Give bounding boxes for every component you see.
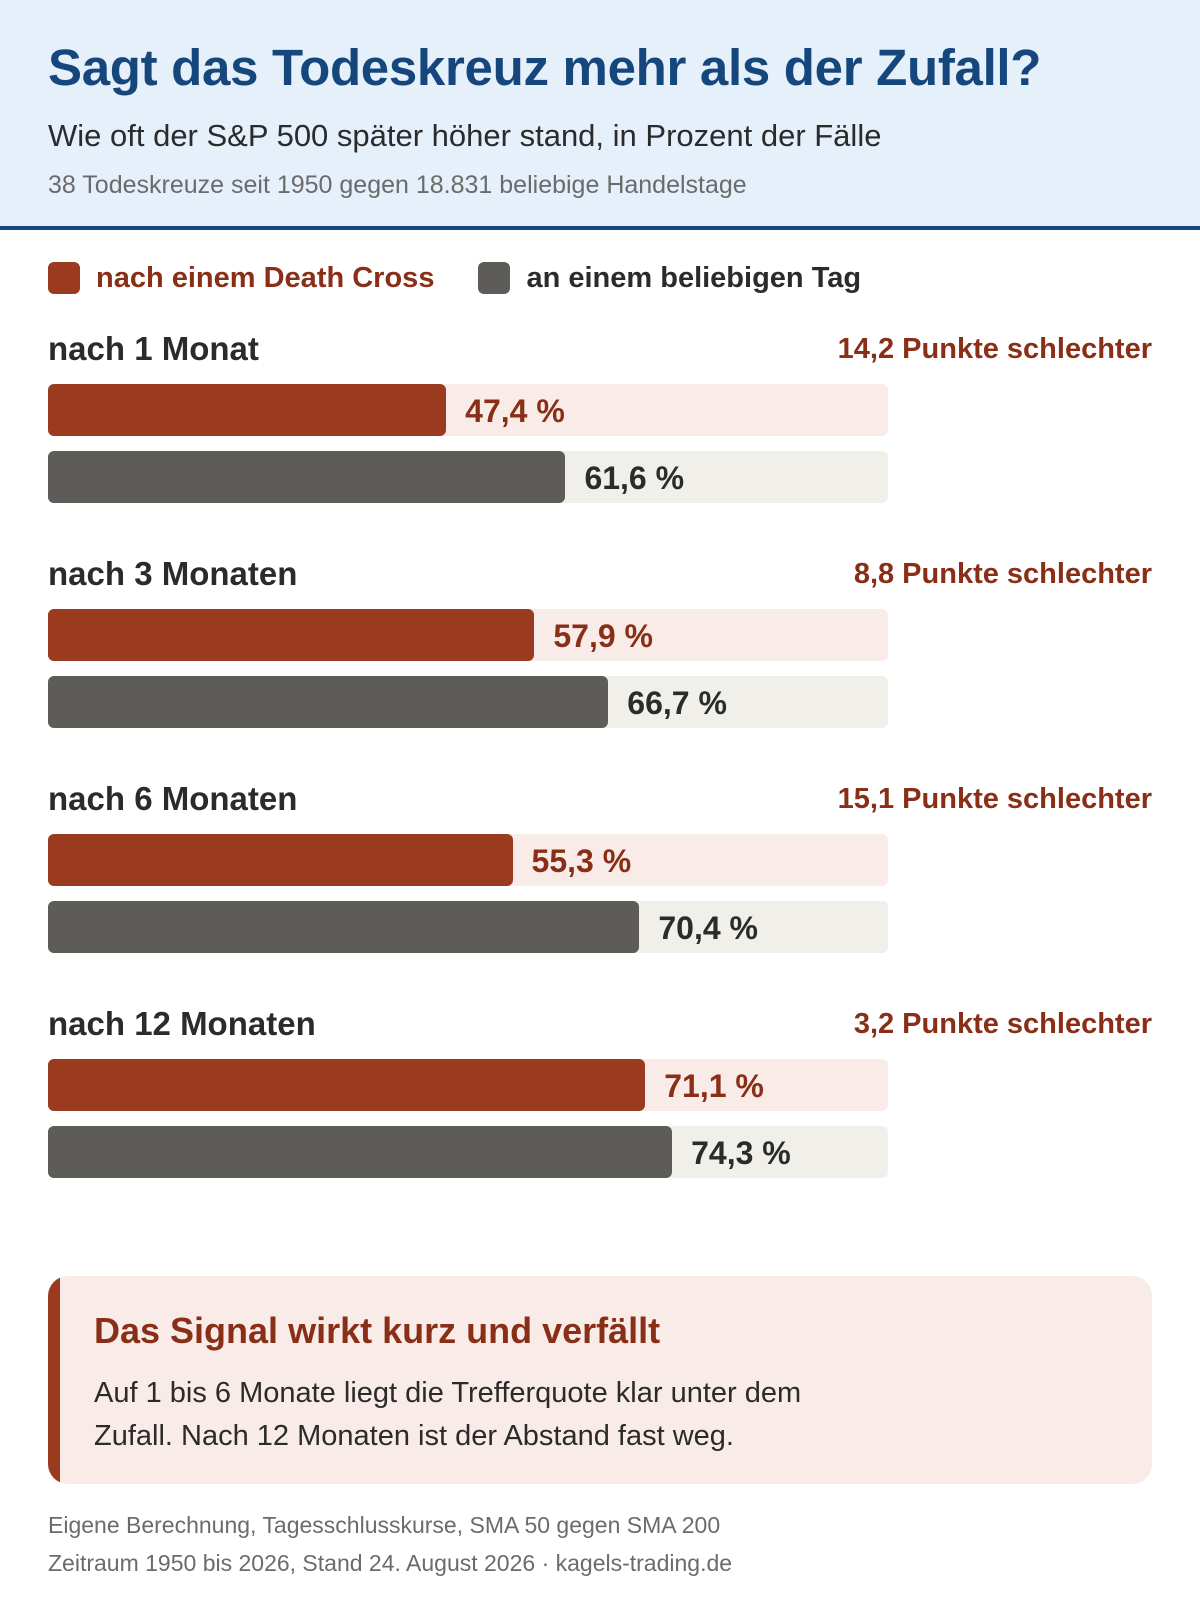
footer-source: Eigene Berechnung, Tagesschlusskurse, SM…	[48, 1512, 721, 1538]
value-label-death-cross: 57,9 %	[553, 618, 653, 654]
value-label-death-cross: 55,3 %	[531, 843, 632, 879]
bar-group: nach 1 Monat 14,2 Punkte schlechter 47,4 %…	[48, 330, 1152, 520]
value-label-random-day: 74,3 %	[691, 1135, 791, 1171]
footer-period: Zeitraum 1950 bis 2026, Stand 24. August…	[48, 1550, 733, 1576]
bar-track-random-day: 74,3 %	[48, 1126, 888, 1178]
bar-death-cross	[48, 834, 513, 886]
value-label-death-cross: 47,4 %	[465, 393, 565, 429]
bar-death-cross	[48, 384, 447, 436]
bar-random-day	[48, 901, 640, 953]
category-label: nach 12 Monaten	[48, 1005, 316, 1042]
header: Sagt das Todeskreuz mehr als der Zufall?…	[0, 0, 1200, 230]
note-text: Auf 1 bis 6 Monate liegt die Trefferquot…	[94, 1377, 802, 1452]
difference-label: 8,8 Punkte schlechter	[853, 558, 1152, 590]
note-accent-bar	[48, 1276, 60, 1484]
note-box: Das Signal wirkt kurz und verfällt Auf 1…	[48, 1276, 1152, 1484]
legend-label-random-day: an einem beliebigen Tag	[526, 261, 862, 294]
bar-track-random-day: 61,6 %	[48, 451, 888, 503]
legend-swatch-death-cross	[48, 262, 80, 294]
footer: Eigene Berechnung, Tagesschlusskurse, SM…	[48, 1506, 732, 1582]
value-label-random-day: 70,4 %	[658, 910, 758, 946]
bar-group: nach 6 Monaten 15,1 Punkte schlechter 55,3…	[48, 780, 1152, 970]
bar-death-cross	[48, 1059, 646, 1111]
legend-label-death-cross: nach einem Death Cross	[96, 261, 435, 294]
bar-death-cross	[48, 609, 535, 661]
bar-random-day	[48, 676, 609, 728]
bar-track-random-day: 70,4 %	[48, 901, 888, 953]
bar-track-death-cross: 57,9 %	[48, 609, 888, 661]
chart-subtitle: Wie oft der S&P 500 später höher stand, …	[48, 118, 882, 153]
category-label: nach 3 Monaten	[48, 555, 298, 592]
category-label: nach 6 Monaten	[48, 780, 298, 817]
bar-track-random-day: 66,7 %	[48, 676, 888, 728]
bar-group: nach 12 Monaten 3,2 Punkte schlechter 71,1…	[48, 1005, 1152, 1195]
difference-label: 15,1 Punkte schlechter	[837, 783, 1152, 815]
legend: nach einem Death Cross an einem beliebig…	[48, 260, 905, 296]
chart-title: Sagt das Todeskreuz mehr als der Zufall?	[48, 39, 1042, 96]
chart-subsubtitle: 38 Todeskreuze seit 1950 gegen 18.831 be…	[48, 171, 747, 199]
bar-group: nach 3 Monaten 8,8 Punkte schlechter 57,9 …	[48, 555, 1152, 745]
difference-label: 14,2 Punkte schlechter	[837, 333, 1152, 365]
legend-item-random-day: an einem beliebigen Tag	[478, 262, 861, 295]
bar-random-day	[48, 1126, 673, 1178]
difference-label: 3,2 Punkte schlechter	[853, 1008, 1152, 1040]
bar-track-death-cross: 55,3 %	[48, 834, 888, 886]
category-label: nach 1 Monat	[48, 330, 259, 367]
bar-track-death-cross: 71,1 %	[48, 1059, 888, 1111]
bar-track-death-cross: 47,4 %	[48, 384, 888, 436]
value-label-random-day: 66,7 %	[627, 685, 727, 721]
legend-swatch-random-day	[478, 262, 511, 294]
value-label-death-cross: 71,1 %	[664, 1068, 764, 1104]
note-title: Das Signal wirkt kurz und verfällt	[94, 1310, 661, 1351]
bar-random-day	[48, 451, 566, 503]
legend-item-death-cross: nach einem Death Cross	[48, 262, 434, 295]
value-label-random-day: 61,6 %	[584, 460, 685, 496]
